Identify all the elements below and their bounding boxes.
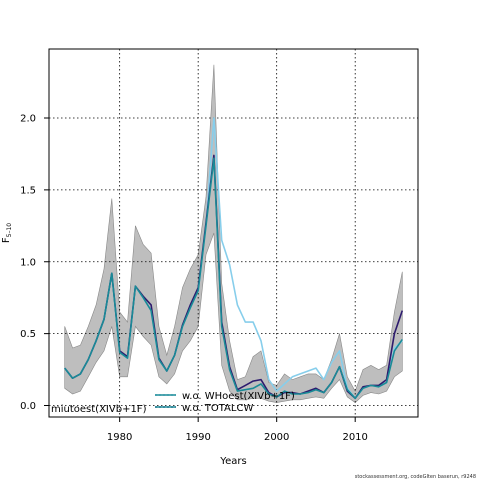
y-tick-label-0: 0.0 [20, 401, 36, 412]
legend: w.o. WHoest(XIVb+1F) w.o. TOTALCW miutoe… [51, 391, 295, 415]
x-tick-label-1980: 1980 [107, 432, 132, 443]
y-tick-label-3: 1.5 [20, 185, 36, 196]
y-axis-label: F5–10 [1, 223, 13, 243]
x-tick-label-2010: 2010 [342, 432, 367, 443]
x-tick-label-2000: 2000 [264, 432, 289, 443]
grid [49, 49, 418, 417]
legend-label-whoest: w.o. WHoest(XIVb+1F) [182, 391, 295, 402]
x-axis-label: Years [219, 456, 246, 467]
y-axis: 0.0 0.5 1.0 1.5 2.0 [20, 114, 49, 412]
y-tick-label-1: 0.5 [20, 329, 36, 340]
y-axis-label-main: F [1, 237, 12, 243]
footer-credit: stockassessment.org, codeGIten baserun, … [355, 474, 476, 480]
plot-frame [48, 48, 419, 418]
series-line-0 [64, 157, 403, 400]
legend-label-totalcw: w.o. TOTALCW [182, 403, 253, 414]
legend-label-base: miutoest(XIVb+1F) [51, 404, 147, 415]
confidence-band-area [64, 64, 403, 403]
x-tick-label-1990: 1990 [185, 432, 210, 443]
y-axis-label-sub: 5–10 [6, 223, 13, 238]
series-lines [64, 117, 404, 400]
y-tick-label-4: 2.0 [20, 114, 36, 125]
confidence-band [64, 64, 403, 403]
x-axis: 1980 1990 2000 2010 [107, 417, 368, 443]
y-tick-label-2: 1.0 [20, 257, 36, 268]
